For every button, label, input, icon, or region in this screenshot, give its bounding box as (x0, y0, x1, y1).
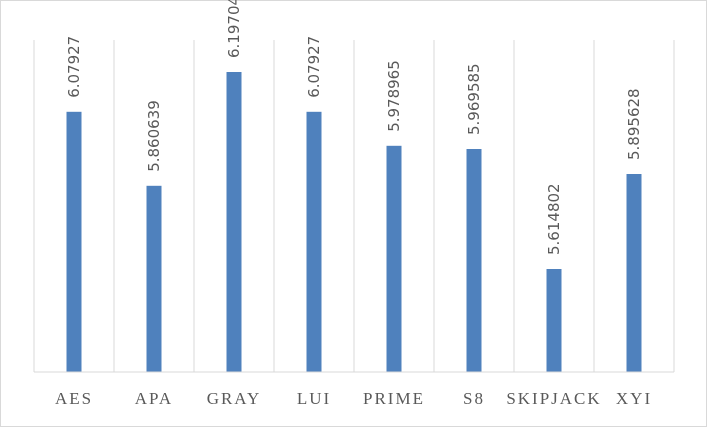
value-label-gray: 6.197041 (225, 0, 243, 58)
category-label-lui: LUI (297, 389, 331, 408)
category-label-skipjack: SKIPJACK (506, 389, 601, 408)
value-label-prime: 5.978965 (385, 60, 403, 132)
value-label-apa: 5.860639 (145, 100, 163, 172)
value-label-skipjack: 5.614802 (545, 183, 563, 255)
value-label-s8: 5.969585 (465, 63, 483, 135)
category-label-xyi: XYI (616, 389, 652, 408)
bar-apa (146, 185, 162, 372)
bar-gray (226, 72, 242, 372)
bar-lui (306, 111, 322, 373)
category-label-gray: GRAY (207, 389, 262, 408)
bar-aes (66, 111, 82, 373)
category-label-apa: APA (135, 389, 173, 408)
value-labels: 6.07927 5.860639 6.197041 6.07927 5.978965 5.… (65, 0, 643, 255)
category-label-s8: S8 (463, 389, 485, 408)
bar-xyi (626, 174, 642, 372)
bar-skipjack (546, 269, 562, 372)
bar-s8 (466, 149, 482, 372)
value-label-aes: 6.07927 (65, 36, 83, 98)
value-label-xyi: 5.895628 (625, 88, 643, 160)
bar-prime (386, 145, 402, 372)
category-label-aes: AES (55, 389, 93, 408)
category-dividers (33, 40, 675, 372)
category-label-prime: PRIME (363, 389, 425, 408)
value-label-lui: 6.07927 (305, 36, 323, 98)
category-labels: AES APA GRAY LUI PRIME S8 SKIPJACK XYI (55, 389, 652, 408)
bars-group (66, 72, 642, 373)
